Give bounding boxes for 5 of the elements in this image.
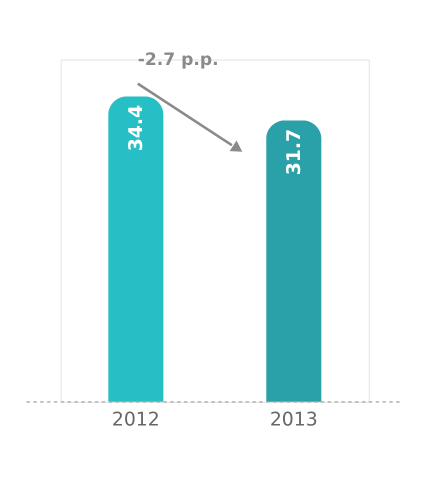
x-tick-label: 2012 (112, 409, 160, 430)
x-tick-label: 2013 (270, 409, 318, 430)
text: -2.7 p.p. (138, 50, 219, 70)
data-label: 34.4 (126, 104, 147, 152)
data-label: 31.7 (284, 128, 305, 176)
